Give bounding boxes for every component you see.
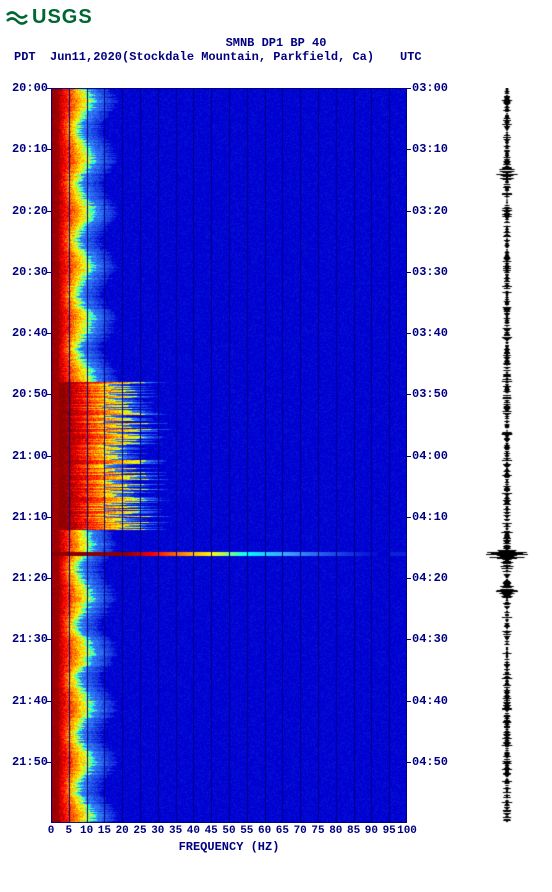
y-left-tick: 21:00 — [0, 450, 48, 462]
y-right-tick: 04:30 — [412, 633, 460, 645]
x-tick: 60 — [258, 825, 271, 837]
x-tick: 20 — [116, 825, 129, 837]
y-right-tick: 04:00 — [412, 450, 460, 462]
x-axis-ticks: 0510152025303540455055606570758085909510… — [51, 825, 407, 839]
x-tick: 10 — [80, 825, 93, 837]
x-tick: 0 — [48, 825, 55, 837]
y-axis-right: 03:0003:1003:2003:3003:4003:5004:0004:10… — [412, 88, 460, 823]
y-left-tick: 21:10 — [0, 511, 48, 523]
x-tick: 50 — [222, 825, 235, 837]
y-right-tick: 03:30 — [412, 266, 460, 278]
y-left-tick: 20:40 — [0, 327, 48, 339]
y-right-tick: 04:20 — [412, 572, 460, 584]
left-tz-label: PDT — [14, 50, 36, 64]
logo-text: USGS — [32, 6, 93, 29]
x-tick: 85 — [347, 825, 360, 837]
y-left-tick: 20:20 — [0, 205, 48, 217]
y-left-tick: 21:20 — [0, 572, 48, 584]
y-right-tick: 03:10 — [412, 143, 460, 155]
x-tick: 25 — [133, 825, 146, 837]
x-tick: 100 — [397, 825, 417, 837]
right-tz-label: UTC — [400, 50, 422, 64]
x-tick: 75 — [311, 825, 324, 837]
x-axis-label: FREQUENCY (HZ) — [51, 840, 407, 854]
y-right-tick: 03:40 — [412, 327, 460, 339]
spectrogram-canvas — [51, 88, 407, 823]
y-left-tick: 20:00 — [0, 82, 48, 94]
y-right-tick: 03:00 — [412, 82, 460, 94]
y-right-tick: 04:40 — [412, 695, 460, 707]
y-right-tick: 03:50 — [412, 388, 460, 400]
x-tick: 40 — [187, 825, 200, 837]
y-axis-left: 20:0020:1020:2020:3020:4020:5021:0021:10… — [0, 88, 48, 823]
wave-icon — [6, 9, 28, 27]
y-left-tick: 21:30 — [0, 633, 48, 645]
y-right-tick: 04:10 — [412, 511, 460, 523]
x-tick: 30 — [151, 825, 164, 837]
usgs-logo: USGS — [6, 6, 93, 29]
y-tick-marks-right — [407, 88, 411, 823]
x-tick: 95 — [383, 825, 396, 837]
x-tick: 15 — [98, 825, 111, 837]
y-left-tick: 21:40 — [0, 695, 48, 707]
y-left-tick: 20:30 — [0, 266, 48, 278]
y-left-tick: 20:10 — [0, 143, 48, 155]
x-tick: 80 — [329, 825, 342, 837]
x-tick: 90 — [365, 825, 378, 837]
x-tick: 45 — [205, 825, 218, 837]
x-tick: 35 — [169, 825, 182, 837]
y-right-tick: 04:50 — [412, 756, 460, 768]
x-tick: 55 — [240, 825, 253, 837]
x-tick: 5 — [65, 825, 72, 837]
x-tick: 65 — [276, 825, 289, 837]
seismogram — [477, 88, 537, 823]
spectrogram-chart — [51, 88, 407, 823]
y-left-tick: 21:50 — [0, 756, 48, 768]
x-tick: 70 — [294, 825, 307, 837]
chart-title: SMNB DP1 BP 40 — [0, 36, 552, 50]
y-right-tick: 03:20 — [412, 205, 460, 217]
seismogram-canvas — [477, 88, 537, 823]
y-left-tick: 20:50 — [0, 388, 48, 400]
date-location: Jun11,2020(Stockdale Mountain, Parkfield… — [50, 50, 374, 64]
